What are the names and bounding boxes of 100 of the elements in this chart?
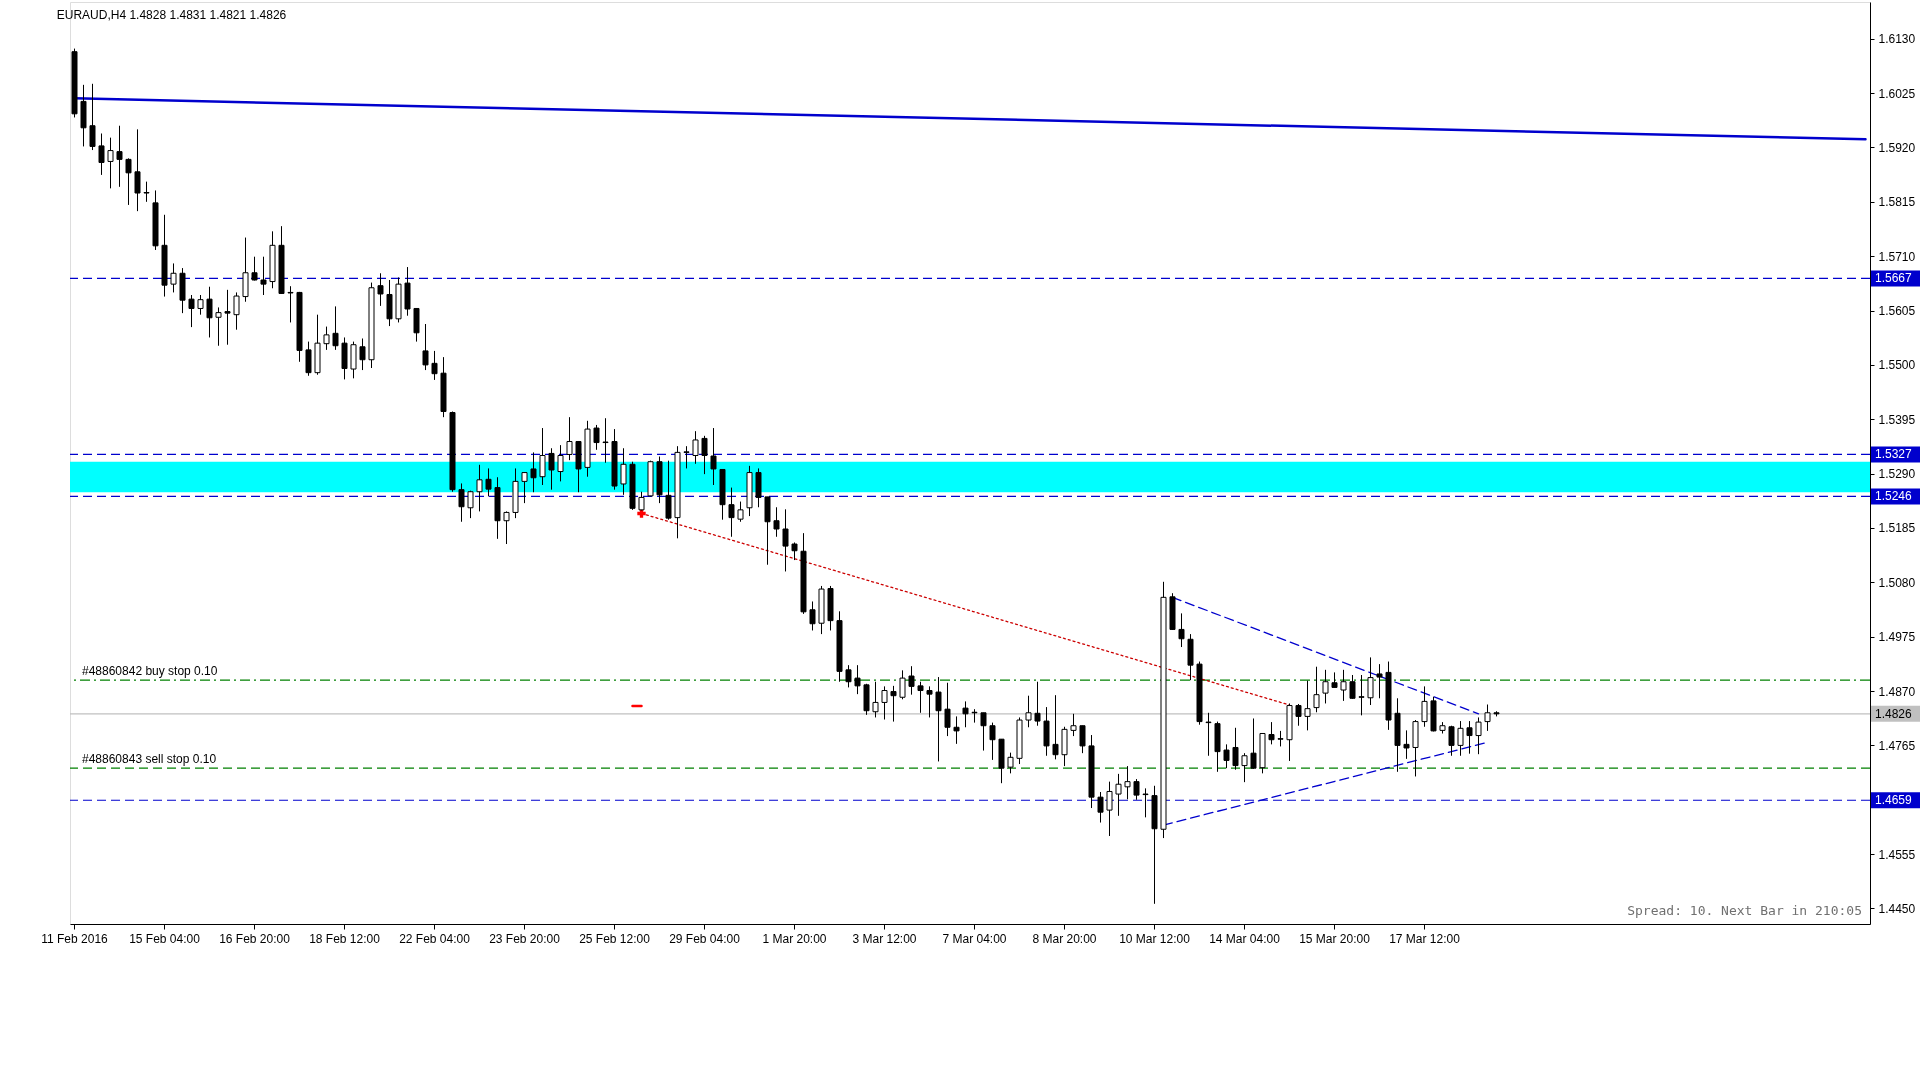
candlestick [1124, 765, 1131, 800]
candlestick [422, 323, 429, 371]
candlestick [962, 700, 969, 728]
x-tick-label: 25 Feb 12:00 [579, 931, 651, 946]
candlestick [908, 665, 915, 696]
y-tick-label: 1.4765 [1878, 738, 1916, 753]
candlestick [1457, 720, 1464, 757]
ref-line-label: 1.5327 [1875, 447, 1913, 462]
candlestick [1025, 695, 1032, 728]
y-tick-label: 1.4975 [1878, 630, 1916, 645]
candlestick [323, 326, 330, 351]
candlestick [872, 681, 879, 718]
candlestick [1223, 743, 1230, 769]
candlestick [692, 430, 699, 465]
candlestick [467, 490, 474, 519]
candlestick [305, 341, 312, 377]
x-tick-label: 29 Feb 04:00 [669, 931, 741, 946]
candlestick [1034, 681, 1041, 727]
x-tick-label: 11 Feb 2016 [41, 931, 109, 946]
candlestick [953, 715, 960, 745]
candlestick [188, 294, 195, 328]
candlestick [899, 669, 906, 700]
candlestick [665, 460, 672, 521]
y-tick-label: 1.5185 [1878, 521, 1916, 536]
y-tick-label: 1.5815 [1878, 195, 1916, 210]
candlestick [845, 664, 852, 688]
x-tick-label: 15 Mar 20:00 [1299, 931, 1371, 946]
x-tick-label: 22 Feb 04:00 [399, 931, 471, 946]
candlestick [503, 510, 510, 545]
x-tick-label: 10 Mar 12:00 [1119, 931, 1191, 946]
candlestick [206, 286, 213, 338]
candlestick [1295, 703, 1302, 727]
candlestick [458, 482, 465, 523]
ref-line-label: 1.5667 [1875, 271, 1913, 286]
candlestick [1304, 680, 1311, 731]
candlestick [602, 417, 609, 464]
x-tick-label: 3 Mar 12:00 [852, 931, 917, 946]
candlestick [1232, 727, 1239, 771]
x-tick-label: 18 Feb 12:00 [309, 931, 381, 946]
candlestick [1322, 669, 1329, 704]
candlestick [1349, 674, 1356, 700]
annotation: #48860843 sell stop 0.10 [82, 752, 217, 767]
candlestick [593, 424, 600, 451]
candlestick [521, 471, 528, 504]
x-tick-label: 8 Mar 20:00 [1032, 931, 1097, 946]
candlestick [1313, 666, 1320, 713]
annotation: #48860842 buy stop 0.10 [82, 664, 218, 679]
y-tick-label: 1.5290 [1878, 467, 1916, 482]
candlestick [476, 464, 483, 512]
candlestick [1178, 612, 1185, 648]
candlestick [251, 256, 258, 282]
candlestick [1241, 752, 1248, 783]
candlestick [98, 132, 105, 176]
annotation: Spread: 10. Next Bar in 210:05 [1627, 903, 1862, 918]
candlestick [242, 237, 249, 303]
candlestick [1448, 725, 1455, 757]
ref-line-label: 1.4659 [1875, 793, 1913, 808]
candlestick [1133, 778, 1140, 801]
candlestick [224, 289, 231, 346]
y-tick-label: 1.6025 [1878, 86, 1916, 101]
candlestick [143, 181, 150, 203]
candlestick [359, 338, 366, 371]
x-tick-label: 15 Feb 04:00 [129, 931, 201, 946]
candlestick [1097, 791, 1104, 824]
candlestick [287, 285, 294, 323]
candlestick [1475, 716, 1482, 755]
candlestick [566, 416, 573, 461]
y-tick-label: 1.5710 [1878, 249, 1916, 264]
candlestick [1466, 720, 1473, 755]
candlestick [1340, 669, 1347, 702]
candlestick [782, 508, 789, 572]
candlestick [1079, 725, 1086, 754]
candlestick [1250, 717, 1257, 770]
candlestick [701, 435, 708, 475]
candlestick [197, 294, 204, 316]
candlestick [620, 447, 627, 496]
x-tick-label: 16 Feb 20:00 [219, 931, 291, 946]
y-tick-label: 1.4450 [1878, 901, 1916, 916]
candlestick [539, 427, 546, 486]
candlestick [1007, 752, 1014, 774]
y-tick-label: 1.5605 [1878, 304, 1916, 319]
ref-line-label: 1.4826 [1875, 706, 1913, 721]
candlestick [1106, 781, 1113, 837]
x-tick-label: 7 Mar 04:00 [942, 931, 1007, 946]
candlestick [233, 291, 240, 331]
x-tick-label: 14 Mar 04:00 [1209, 931, 1281, 946]
candlestick [332, 305, 339, 351]
candlestick [1070, 713, 1077, 737]
candlestick [1205, 712, 1212, 757]
y-tick-label: 1.4870 [1878, 684, 1916, 699]
candlestick [926, 685, 933, 718]
candlestick [1268, 721, 1275, 745]
y-tick-label: 1.5080 [1878, 575, 1916, 590]
y-tick-label: 1.4555 [1878, 847, 1916, 862]
candlestick [1358, 674, 1365, 716]
candlestick [260, 256, 267, 296]
candlestick [1403, 729, 1410, 760]
candlestick [170, 262, 177, 293]
candlestick [1367, 656, 1374, 706]
candlestick [1115, 773, 1122, 817]
